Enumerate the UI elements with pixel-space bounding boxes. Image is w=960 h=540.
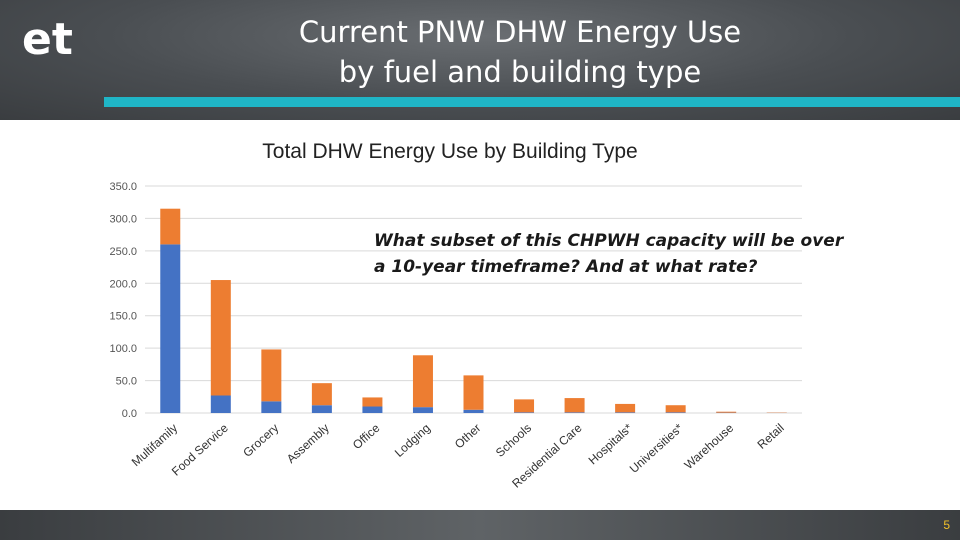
chart-title: Total DHW Energy Use by Building Type [262, 140, 638, 163]
bar-segment-warehouse-s2 [716, 411, 737, 413]
svg-text:et: et [22, 14, 73, 65]
y-tick-label: 250.0 [109, 246, 137, 258]
x-tick-label: Office [350, 421, 383, 452]
bar-segment-hospitals-s2 [615, 403, 636, 413]
bar-segment-hospitals-s1 [615, 412, 636, 413]
x-tick-label: Schools [493, 421, 534, 460]
stacked-bar-chart: 0.0 50.0 100.0 150.0 200.0 250.0 300.0 350.0 Mul… [109, 181, 802, 491]
bar-segment-universities-s1 [665, 412, 686, 413]
bar-segment-food-service-s1 [210, 395, 231, 413]
bar-segment-lodging-s1 [412, 407, 433, 413]
x-tick-label: Assembly [284, 421, 332, 466]
bar-segment-food-service-s2 [210, 280, 231, 396]
bar-segment-office-s2 [362, 397, 383, 407]
bar-segment-assembly-s1 [311, 405, 332, 413]
x-tick-label: Lodging [392, 421, 433, 460]
page-number: 5 [943, 518, 950, 532]
bar-segment-multifamily-s1 [160, 244, 181, 413]
y-tick-label: 0.0 [122, 408, 137, 420]
bar-segment-residential-care-s1 [564, 412, 585, 413]
bar-segment-universities-s2 [665, 405, 686, 413]
slide-content [0, 120, 960, 510]
bar-segment-assembly-s2 [311, 383, 332, 406]
y-tick-label: 350.0 [109, 181, 137, 193]
y-tick-label: 200.0 [109, 278, 137, 290]
x-tick-label: Multifamily [129, 421, 180, 469]
bar-segment-grocery-s2 [261, 349, 282, 402]
callout-line1: What subset of this CHPWH capacity will … [374, 231, 844, 251]
et-logo: et [22, 14, 73, 65]
bar-segment-lodging-s2 [412, 355, 433, 408]
callout-line2: a 10-year timeframe? And at what rate? [374, 257, 758, 277]
slide-title-line2: by fuel and building type [338, 55, 702, 89]
callout-question: What subset of this CHPWH capacity will … [374, 228, 954, 280]
slide-title-line1: Current PNW DHW Energy Use [298, 15, 742, 49]
bar-segment-other-s1 [463, 409, 484, 413]
slide-title: Current PNW DHW Energy Use by fuel and b… [140, 12, 900, 92]
bar-segment-residential-care-s2 [564, 398, 585, 413]
bar-segment-office-s1 [362, 406, 383, 413]
x-tick-label: Hospitals* [586, 421, 636, 468]
x-tick-label: Retail [755, 421, 787, 452]
accent-bar [104, 97, 960, 107]
bar-segment-schools-s2 [514, 399, 535, 413]
x-tick-label: Grocery [240, 421, 281, 460]
x-tick-label: Warehouse [682, 421, 737, 472]
bar-segment-schools-s1 [514, 412, 535, 413]
bar-segment-multifamily-s2 [160, 208, 181, 245]
y-tick-label: 100.0 [109, 343, 137, 355]
bar-segment-grocery-s1 [261, 401, 282, 413]
y-tick-label: 300.0 [109, 213, 137, 225]
y-tick-label: 50.0 [116, 376, 137, 388]
y-tick-label: 150.0 [109, 311, 137, 323]
x-tick-label: Universities* [627, 421, 686, 476]
slide-footer [0, 510, 960, 540]
x-tick-label: Other [452, 421, 484, 451]
bar-segment-other-s2 [463, 375, 484, 410]
